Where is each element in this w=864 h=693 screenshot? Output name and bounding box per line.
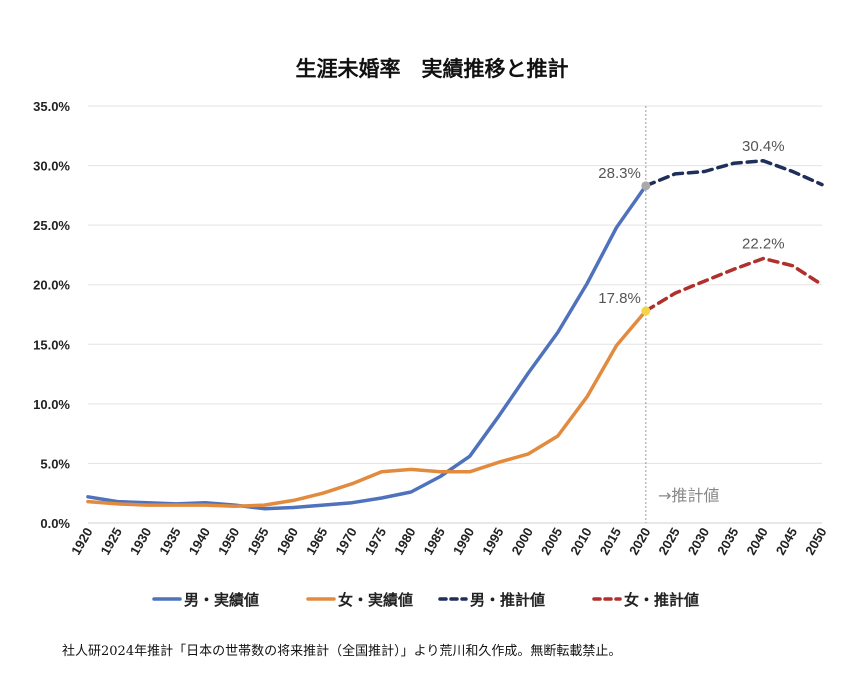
x-tick-label: 1950 [215,525,242,558]
x-tick-label: 1985 [420,525,447,558]
chart-title: 生涯未婚率 実績推移と推計 [296,57,569,81]
legend-label: 女・推計値 [624,591,699,609]
x-tick-label: 1975 [362,525,389,558]
x-tick-label: 1960 [274,525,301,558]
x-tick-label: 2000 [509,525,536,558]
y-tick-label: 0.0% [40,516,70,531]
annotation-layer: 28.3% 17.8% 30.4% 22.2% [598,138,784,307]
y-tick-label: 15.0% [33,337,70,352]
marker-male-2020 [641,181,651,191]
projection-label: →推計値 [658,486,719,505]
legend-label: 男・推計値 [470,591,545,609]
x-tick-label: 1990 [450,525,477,558]
y-tick-label: 20.0% [33,278,70,293]
legend: 男・実績値 女・実績値 男・推計値 女・推計値 [152,591,699,609]
x-tick-label: 1970 [332,525,359,558]
y-tick-label: 5.0% [40,456,70,471]
data-label: 17.8% [598,290,641,307]
x-tick-label: 2015 [597,525,624,558]
x-tick-label: 1995 [479,525,506,558]
x-tick-label: 2045 [773,525,800,558]
legend-label: 男・実績値 [184,591,259,609]
x-tick-label: 2030 [685,525,712,558]
y-axis: 0.0% 5.0% 10.0% 15.0% 20.0% 25.0% 30.0% 35.0% [33,99,70,531]
x-tick-label: 2050 [802,525,829,558]
source-note: 社人研2024年推計「日本の世帯数の将来推計（全国推計）」より荒川和久作成。無断… [62,643,621,659]
series-line [86,184,648,511]
x-axis: 1920 1925 1930 1935 1940 1950 1955 1960 1965 1970… [68,525,829,558]
x-tick-label: 1920 [68,525,95,558]
x-tick-label: 2025 [655,525,682,558]
x-tick-label: 1940 [186,525,213,558]
series-layer [86,159,824,511]
x-tick-label: 1935 [156,525,183,558]
x-tick-label: 1930 [127,525,154,558]
y-tick-label: 10.0% [33,397,70,412]
grid [88,105,822,524]
series-line [86,309,648,509]
x-tick-label: 2010 [567,525,594,558]
y-tick-label: 25.0% [33,218,70,233]
data-label: 30.4% [742,138,785,155]
x-tick-label: 2035 [714,525,741,558]
legend-label: 女・実績値 [338,591,413,609]
x-tick-label: 1980 [391,525,418,558]
series-line [644,159,824,188]
y-tick-label: 30.0% [33,159,70,174]
data-label: 22.2% [742,236,785,253]
x-tick-label: 1965 [303,525,330,558]
data-label: 28.3% [598,165,641,182]
series-line [644,256,824,313]
y-tick-label: 35.0% [33,99,70,114]
x-tick-label: 1955 [244,525,271,558]
x-tick-label: 2020 [626,525,653,558]
x-tick-label: 2040 [743,525,770,558]
x-tick-label: 2005 [538,525,565,558]
x-tick-label: 1925 [98,525,125,558]
marker-female-2020 [641,306,651,316]
